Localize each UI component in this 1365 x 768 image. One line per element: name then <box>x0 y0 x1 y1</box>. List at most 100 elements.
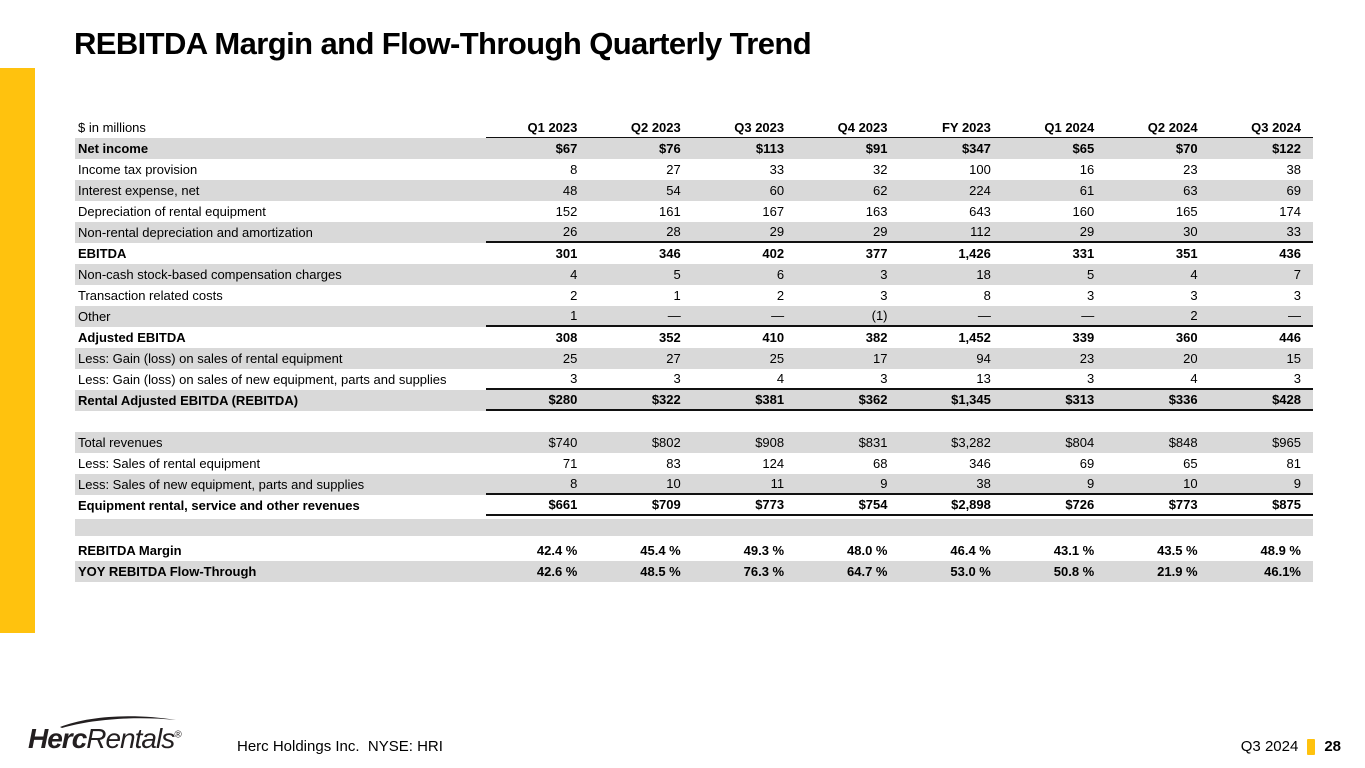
row-label: Depreciation of rental equipment <box>78 204 266 219</box>
table-cell: 436 <box>1279 246 1301 261</box>
table-cell: 27 <box>666 162 681 177</box>
column-header: Q1 2024 <box>1044 119 1095 135</box>
table-cell: 50.8 % <box>1053 564 1095 579</box>
company-ticker-line: Herc Holdings Inc. NYSE: HRI <box>237 738 443 755</box>
table-cell: 64.7 % <box>847 564 888 579</box>
table-cell: 65 <box>1183 456 1198 471</box>
table-cell: — <box>667 308 681 323</box>
table-header-row: $ in millions Q1 2023 Q2 2023 Q3 2023 Q4 202… <box>75 117 1313 138</box>
row-values: 4 5 6 3 18 5 4 7 <box>486 264 1313 285</box>
table-cell: $908 <box>755 435 785 450</box>
table-cell: 9 <box>1087 476 1095 491</box>
table-row: Equipment rental, service and other reve… <box>75 495 1313 516</box>
table-cell: 346 <box>659 246 681 261</box>
table-cell: 3 <box>880 288 888 303</box>
table-cell: 1 <box>673 288 681 303</box>
table-cell: (1) <box>871 308 888 323</box>
row-label: EBITDA <box>78 246 127 261</box>
table-cell: 3 <box>570 371 578 386</box>
table-cell: 71 <box>562 456 578 471</box>
row-label: Less: Gain (loss) on sales of new equipm… <box>78 372 447 387</box>
table-cell: $802 <box>651 435 681 450</box>
table-cell: 174 <box>1279 204 1301 219</box>
table-cell: $754 <box>858 497 888 512</box>
table-cell: 160 <box>1072 204 1095 219</box>
table-cell: $2,898 <box>951 497 991 512</box>
table-cell: 8 <box>570 476 578 491</box>
table-cell: $726 <box>1065 497 1095 512</box>
table-row: YOY REBITDA Flow-Through 42.6 % 48.5 % 76.3… <box>75 561 1313 582</box>
row-label: REBITDA Margin <box>78 543 182 558</box>
row-values: Q1 2023 Q2 2023 Q3 2023 Q4 2023 FY 2023 Q1 20… <box>486 117 1313 138</box>
table-row: Less: Gain (loss) on sales of new equipm… <box>75 369 1313 390</box>
row-label: Non-rental depreciation and amortization <box>78 225 313 240</box>
table-cell: 83 <box>666 456 681 471</box>
unit-label: $ in millions <box>78 120 146 135</box>
logo-swoosh-icon <box>60 716 176 728</box>
table-cell: 643 <box>969 204 991 219</box>
table-row: Transaction related costs 2 1 2 3 8 3 3 3 <box>75 285 1313 306</box>
table-cell: 10 <box>1183 476 1198 491</box>
table-cell: 81 <box>1286 456 1301 471</box>
spacer-row <box>75 519 1313 536</box>
row-values: 2 1 2 3 8 3 3 3 <box>486 285 1313 306</box>
table-cell: 339 <box>1072 330 1095 345</box>
table-cell: 8 <box>983 288 991 303</box>
page-marker-icon <box>1307 738 1316 755</box>
table-cell: 29 <box>1079 224 1095 239</box>
row-values: 1 — — (1) — — 2 — <box>486 306 1313 327</box>
table-cell: $347 <box>961 141 991 156</box>
table-cell: 68 <box>873 456 888 471</box>
table-cell: 167 <box>762 204 785 219</box>
table-cell: — <box>771 308 785 323</box>
table-cell: 9 <box>880 476 888 491</box>
table-cell: $280 <box>548 392 578 407</box>
table-cell: 69 <box>1286 183 1301 198</box>
table-cell: 224 <box>969 183 991 198</box>
table-cell: $1,345 <box>951 392 991 407</box>
table-cell: $773 <box>755 497 785 512</box>
table-row: Less: Sales of rental equipment 71 83 124 68… <box>75 453 1313 474</box>
table-cell: 27 <box>666 351 681 366</box>
table-cell: 76.3 % <box>743 564 785 579</box>
table-cell: 152 <box>555 204 578 219</box>
table-cell: 48.9 % <box>1260 543 1301 558</box>
footer-period: Q3 2024 <box>1240 738 1299 755</box>
column-header: Q2 2024 <box>1147 119 1198 135</box>
table-cell: 377 <box>865 246 888 261</box>
table-cell: $965 <box>1272 435 1301 450</box>
table-cell: 3 <box>1190 288 1198 303</box>
table-cell: 1 <box>570 308 578 323</box>
row-values: 8 27 33 32 100 16 23 38 <box>486 159 1313 180</box>
table-row: Less: Gain (loss) on sales of rental equ… <box>75 348 1313 369</box>
table-cell: 46.1% <box>1264 564 1301 579</box>
table-cell: $67 <box>555 141 578 156</box>
table-cell: 38 <box>1286 162 1301 177</box>
table-cell: 4 <box>570 267 578 282</box>
table-cell: 8 <box>570 162 578 177</box>
herc-rentals-logo: HercRentals® <box>28 714 193 755</box>
table-cell: 42.6 % <box>536 564 578 579</box>
table-cell: 360 <box>1175 330 1198 345</box>
row-values: $67 $76 $113 $91 $347 $65 $70 $122 <box>486 138 1313 159</box>
table-cell: 161 <box>659 204 681 219</box>
table-cell: 43.5 % <box>1157 543 1198 558</box>
row-label: Less: Sales of new equipment, parts and … <box>78 477 365 492</box>
row-values: $661 $709 $773 $754 $2,898 $726 $773 $875 <box>486 495 1313 516</box>
table-cell: 60 <box>769 183 785 198</box>
table-cell: $661 <box>548 497 578 512</box>
row-values: 308 352 410 382 1,452 339 360 446 <box>486 327 1313 348</box>
table-cell: — <box>1081 308 1095 323</box>
table-cell: $740 <box>548 435 578 450</box>
table-cell: 48 <box>562 183 578 198</box>
table-cell: 32 <box>873 162 888 177</box>
row-values: 301 346 402 377 1,426 331 351 436 <box>486 243 1313 264</box>
spacer-row <box>75 411 1313 432</box>
table-cell: 331 <box>1072 246 1095 261</box>
table-cell: $113 <box>755 141 785 156</box>
table-cell: 410 <box>762 330 785 345</box>
table-cell: $336 <box>1168 392 1198 407</box>
table-cell: 112 <box>970 224 991 239</box>
table-cell: 4 <box>1190 371 1198 386</box>
table-cell: 69 <box>1079 456 1095 471</box>
